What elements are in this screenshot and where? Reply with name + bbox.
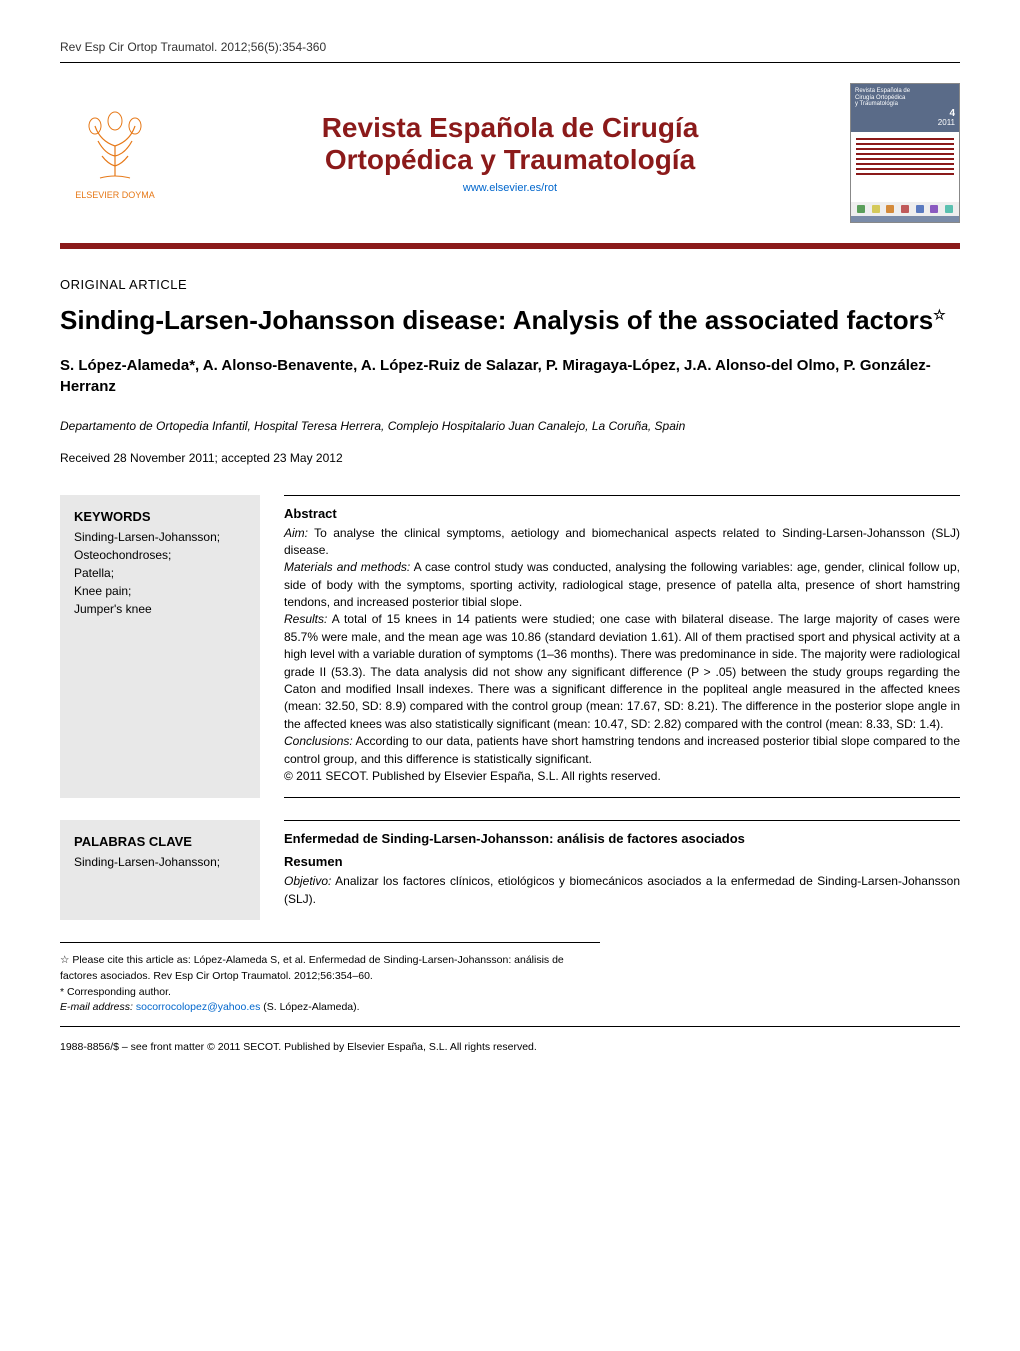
journal-title-line1: Revista Española de Cirugía bbox=[170, 112, 850, 144]
bottom-rule bbox=[60, 1026, 960, 1027]
email-label: E-mail address: bbox=[60, 1001, 136, 1013]
abstract-text-en: Aim: To analyse the clinical symptoms, a… bbox=[284, 525, 960, 786]
footnote-corresponding: * Corresponding author. bbox=[60, 985, 600, 1001]
obj-label: Objetivo: bbox=[284, 874, 331, 888]
footnote-email-line: E-mail address: socorrocolopez@yahoo.es … bbox=[60, 1000, 600, 1016]
cover-year: 2011 bbox=[855, 119, 955, 128]
keywords-heading-en: KEYWORDS bbox=[74, 509, 246, 524]
mm-label: Materials and methods: bbox=[284, 560, 410, 574]
keywords-heading-es: PALABRAS CLAVE bbox=[74, 834, 246, 849]
abstract-heading-es: Resumen bbox=[284, 854, 960, 869]
journal-title-block: Revista Española de Cirugía Ortopédica y… bbox=[170, 112, 850, 194]
obj-text: Analizar los factores clínicos, etiológi… bbox=[284, 874, 960, 905]
cover-dot bbox=[872, 205, 880, 213]
abstract-row-en: KEYWORDS Sinding-Larsen-Johansson; Osteo… bbox=[60, 495, 960, 799]
cover-dot bbox=[901, 205, 909, 213]
cover-dot bbox=[857, 205, 865, 213]
conc-text: According to our data, patients have sho… bbox=[284, 734, 960, 765]
abstract-col-en: Abstract Aim: To analyse the clinical sy… bbox=[284, 495, 960, 799]
footnote-cite: ☆ Please cite this article as: López-Ala… bbox=[60, 953, 600, 985]
article-title: Sinding-Larsen-Johansson disease: Analys… bbox=[60, 304, 960, 337]
abstract-row-es: PALABRAS CLAVE Sinding-Larsen-Johansson;… bbox=[60, 820, 960, 920]
keywords-box-en: KEYWORDS Sinding-Larsen-Johansson; Osteo… bbox=[60, 495, 260, 799]
front-matter: 1988-8856/$ – see front matter © 2011 SE… bbox=[60, 1041, 960, 1053]
aim-text: To analyse the clinical symptoms, aetiol… bbox=[284, 526, 960, 557]
keywords-box-es: PALABRAS CLAVE Sinding-Larsen-Johansson; bbox=[60, 820, 260, 920]
abstract-text-es: Objetivo: Analizar los factores clínicos… bbox=[284, 873, 960, 908]
article-dates: Received 28 November 2011; accepted 23 M… bbox=[60, 451, 960, 465]
copyright-en: © 2011 SECOT. Published by Elsevier Espa… bbox=[284, 769, 661, 783]
cover-dot bbox=[886, 205, 894, 213]
keywords-list-es: Sinding-Larsen-Johansson; bbox=[74, 853, 246, 871]
elsevier-tree-icon bbox=[80, 106, 150, 186]
aim-label: Aim: bbox=[284, 526, 308, 540]
publisher-name: ELSEVIER DOYMA bbox=[60, 190, 170, 200]
publisher-logo: ELSEVIER DOYMA bbox=[60, 106, 170, 200]
cover-dot bbox=[945, 205, 953, 213]
footnotes: ☆ Please cite this article as: López-Ala… bbox=[60, 942, 600, 1016]
conc-label: Conclusions: bbox=[284, 734, 353, 748]
spanish-article-title: Enfermedad de Sinding-Larsen-Johansson: … bbox=[284, 831, 960, 846]
article-title-text: Sinding-Larsen-Johansson disease: Analys… bbox=[60, 305, 933, 335]
cover-head: Revista Española deCirugía Ortopédicay T… bbox=[851, 84, 959, 132]
results-text: A total of 15 knees in 14 patients were … bbox=[284, 612, 960, 730]
email-address[interactable]: socorrocolopez@yahoo.es bbox=[136, 1001, 260, 1013]
cover-body bbox=[851, 132, 959, 202]
journal-cover-thumbnail: Revista Española deCirugía Ortopédicay T… bbox=[850, 83, 960, 223]
cover-dot bbox=[916, 205, 924, 213]
cover-dot bbox=[930, 205, 938, 213]
affiliation: Departamento de Ortopedia Infantil, Hosp… bbox=[60, 419, 960, 433]
keywords-list-en: Sinding-Larsen-Johansson; Osteochondrose… bbox=[74, 528, 246, 618]
section-label: ORIGINAL ARTICLE bbox=[60, 277, 960, 292]
journal-url[interactable]: www.elsevier.es/rot bbox=[170, 182, 850, 194]
cover-foot bbox=[851, 202, 959, 216]
journal-title-line2: Ortopédica y Traumatología bbox=[170, 144, 850, 176]
email-author: (S. López-Alameda). bbox=[260, 1001, 359, 1013]
citation-line: Rev Esp Cir Ortop Traumatol. 2012;56(5):… bbox=[60, 40, 960, 54]
authors: S. López-Alameda*, A. Alonso-Benavente, … bbox=[60, 355, 960, 397]
title-footnote-star: ☆ bbox=[933, 306, 946, 322]
results-label: Results: bbox=[284, 612, 327, 626]
abstract-heading-en: Abstract bbox=[284, 506, 960, 521]
abstract-col-es: Enfermedad de Sinding-Larsen-Johansson: … bbox=[284, 820, 960, 920]
journal-header: ELSEVIER DOYMA Revista Española de Cirug… bbox=[60, 63, 960, 249]
